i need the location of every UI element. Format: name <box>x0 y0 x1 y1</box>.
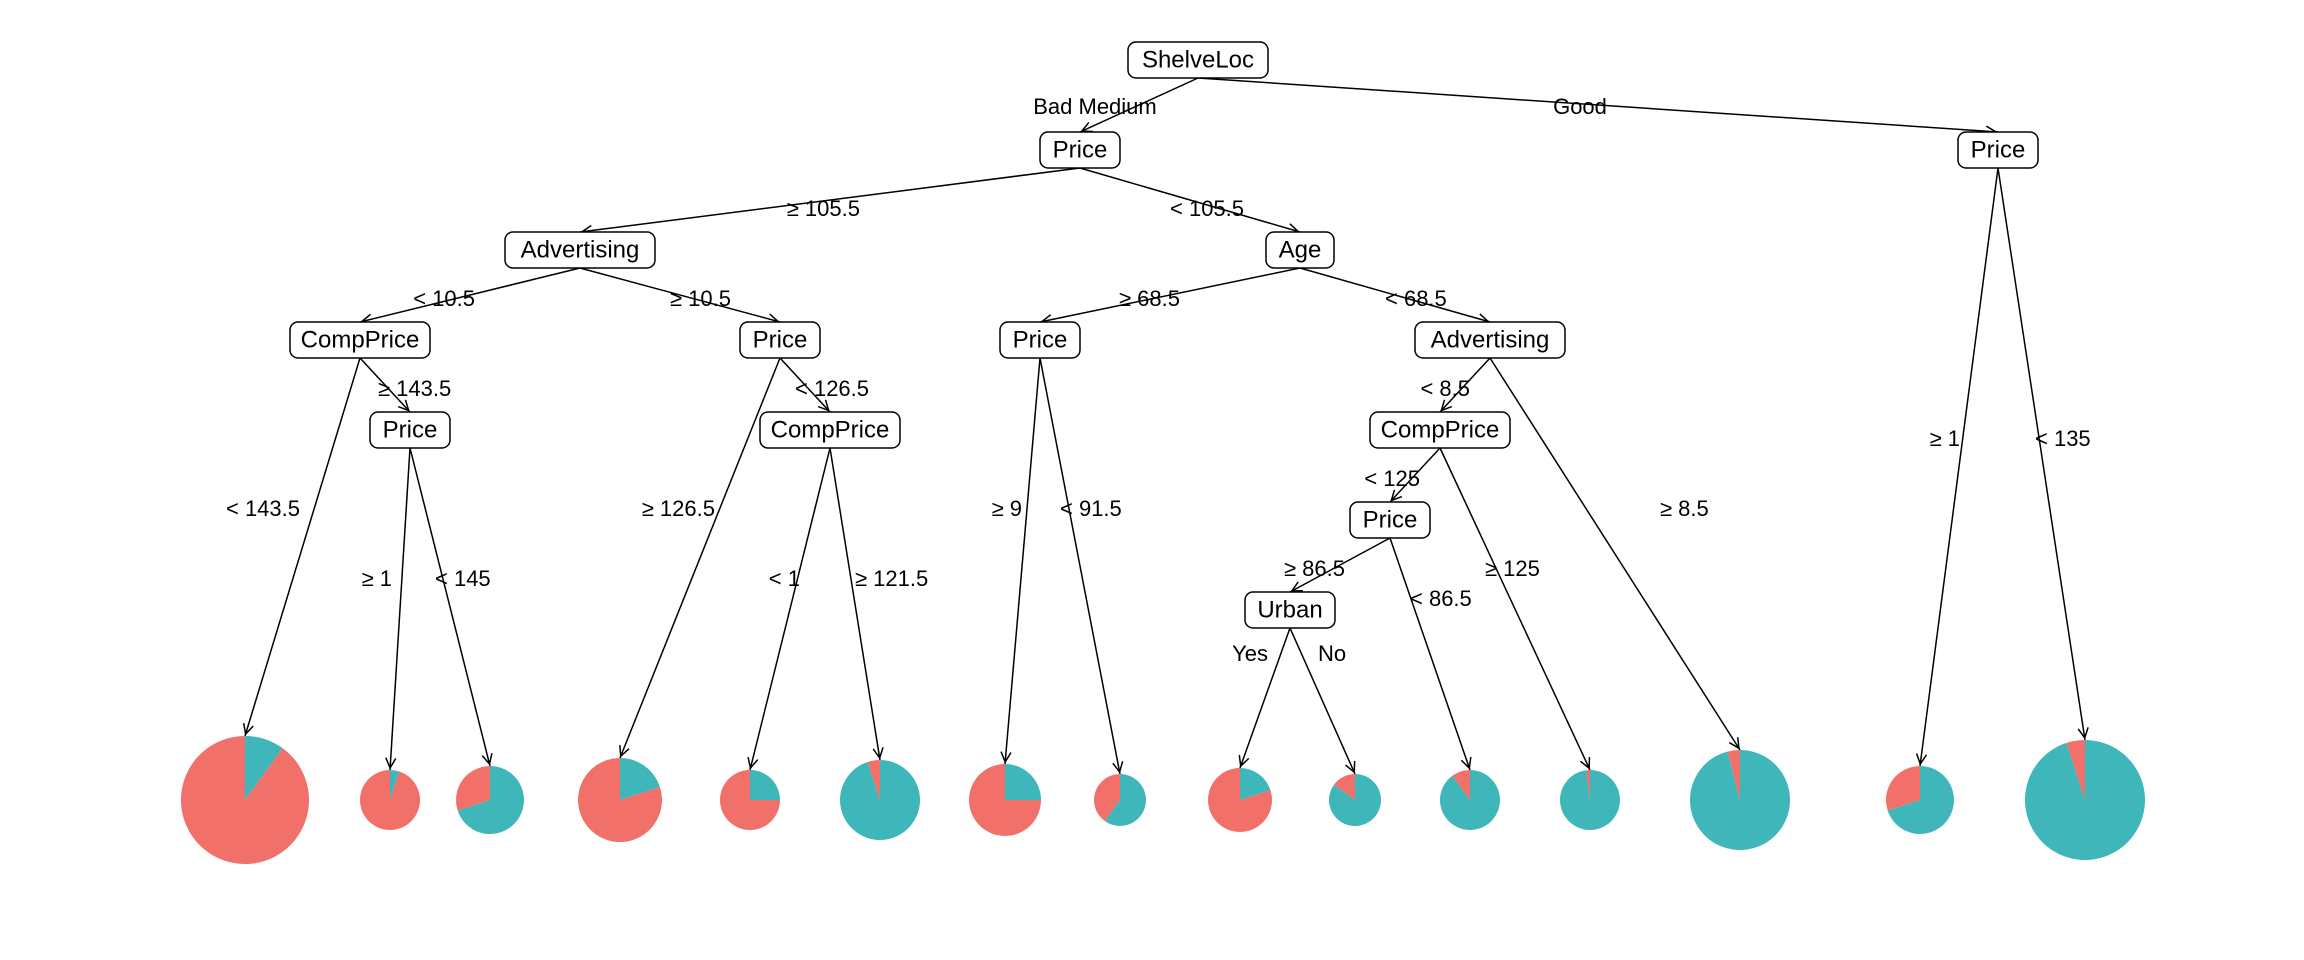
tree-node-label: Advertising <box>521 236 640 263</box>
tree-node-label: Price <box>383 416 438 443</box>
tree-edge <box>750 448 830 770</box>
edge-label: < 8.5 <box>1420 376 1470 401</box>
edge-label: ≥ 1 <box>1930 426 1960 451</box>
edge-label: ≥ 86.5 <box>1284 556 1345 581</box>
leaf-pie <box>1440 770 1500 830</box>
edge-label: Bad Medium <box>1033 94 1157 119</box>
leaf-pie <box>1208 768 1272 832</box>
tree-edge <box>410 448 490 766</box>
edge-label: ≥ 9 <box>992 496 1022 521</box>
edge-label: < 68.5 <box>1385 286 1447 311</box>
edge-label: < 105.5 <box>1170 196 1244 221</box>
leaf-pie <box>969 764 1041 836</box>
leaf-pie <box>1560 770 1620 830</box>
tree-edge <box>1005 358 1040 764</box>
nodes-layer: ShelveLoc Price Price Advertising Age CompPri… <box>290 42 2038 628</box>
tree-node-label: Price <box>753 326 808 353</box>
edge-label: < 10.5 <box>413 286 475 311</box>
edge-arrow <box>1729 737 1739 748</box>
edge-label: ≥ 105.5 <box>787 196 860 221</box>
tree-edge <box>1998 168 2085 740</box>
tree-node-label: CompPrice <box>1381 416 1500 443</box>
tree-node-label: Advertising <box>1431 326 1550 353</box>
pie-slice-a <box>360 770 420 830</box>
tree-edge <box>830 448 880 760</box>
tree-node-label: Urban <box>1257 596 1322 623</box>
edge-label: ≥ 68.5 <box>1119 286 1180 311</box>
tree-node-label: Price <box>1053 136 1108 163</box>
tree-edge <box>390 448 410 770</box>
tree-edge <box>1040 358 1120 774</box>
edge-label: Yes <box>1232 641 1268 666</box>
tree-edge <box>620 358 780 758</box>
decision-tree-diagram: ShelveLoc Price Price Advertising Age CompPri… <box>0 0 2304 960</box>
tree-node-label: Price <box>1013 326 1068 353</box>
edge-label: ≥ 143.5 <box>378 376 451 401</box>
pie-slice-b <box>1690 750 1790 850</box>
edge-label: ≥ 1 <box>362 566 392 591</box>
edge-label: < 1 <box>769 566 800 591</box>
tree-node-label: Price <box>1971 136 2026 163</box>
leaf-pie <box>578 758 662 842</box>
leaf-pie <box>1886 766 1954 834</box>
leaf-pie <box>1690 750 1790 850</box>
edge-label: ≥ 126.5 <box>642 496 715 521</box>
leaf-pie <box>360 770 420 830</box>
edge-label: ≥ 125 <box>1485 556 1540 581</box>
pie-slice-b <box>1005 764 1041 800</box>
edge-label: ≥ 8.5 <box>1660 496 1709 521</box>
edge-labels-layer: Bad Medium Good ≥ 105.5 < 105.5 < 10.5 ≥ 10.5… <box>226 94 2091 666</box>
tree-edge <box>1490 358 1740 750</box>
edges-layer <box>244 78 2088 774</box>
edge-label: < 86.5 <box>1410 586 1472 611</box>
leaf-pie <box>1094 774 1146 826</box>
edge-label: < 91.5 <box>1060 496 1122 521</box>
leaf-pie <box>456 766 524 834</box>
pie-slice-b <box>750 770 780 800</box>
leaf-pie <box>2025 740 2145 860</box>
leaf-pie <box>840 760 920 840</box>
edge-label: < 145 <box>435 566 491 591</box>
edge-label: < 143.5 <box>226 496 300 521</box>
leaf-pie <box>720 770 780 830</box>
leaf-pie <box>1329 774 1381 826</box>
tree-node-label: ShelveLoc <box>1142 46 1254 73</box>
edge-label: < 125 <box>1364 466 1420 491</box>
edge-label: ≥ 10.5 <box>670 286 731 311</box>
tree-node-label: CompPrice <box>771 416 890 443</box>
tree-edge <box>1920 168 1998 766</box>
edge-label: < 135 <box>2035 426 2091 451</box>
tree-node-label: Age <box>1279 236 1322 263</box>
edge-label: < 126.5 <box>795 376 869 401</box>
tree-node-label: CompPrice <box>301 326 420 353</box>
tree-edge <box>1390 538 1470 770</box>
pie-slice-b <box>840 760 920 840</box>
leaf-pie <box>181 736 309 864</box>
tree-edge <box>245 358 360 736</box>
edge-label: No <box>1318 641 1346 666</box>
edge-label: ≥ 121.5 <box>855 566 928 591</box>
leaves-layer <box>181 736 2145 864</box>
edge-label: Good <box>1553 94 1607 119</box>
pie-slice-b <box>2025 740 2145 860</box>
tree-node-label: Price <box>1363 506 1418 533</box>
